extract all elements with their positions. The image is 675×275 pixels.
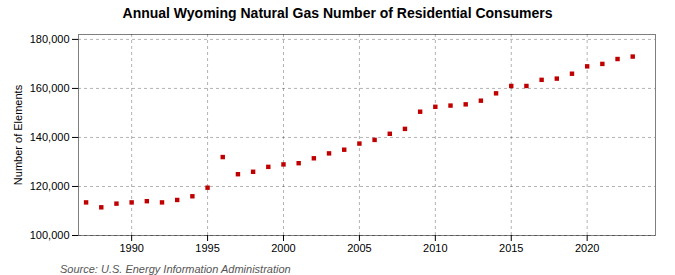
svg-text:2010: 2010 bbox=[423, 242, 447, 254]
svg-text:120,000: 120,000 bbox=[30, 180, 70, 192]
svg-text:Number of Elements: Number of Elements bbox=[12, 84, 24, 185]
svg-text:140,000: 140,000 bbox=[30, 131, 70, 143]
svg-text:180,000: 180,000 bbox=[30, 33, 70, 45]
svg-text:100,000: 100,000 bbox=[30, 229, 70, 241]
svg-text:1990: 1990 bbox=[119, 242, 143, 254]
html-text:Annual Wyoming Natural Gas Num: Annual Wyoming Natural Gas Number of Res… bbox=[122, 5, 553, 21]
svg-text:2000: 2000 bbox=[271, 242, 295, 254]
svg-text:2005: 2005 bbox=[347, 242, 371, 254]
svg-text:2020: 2020 bbox=[575, 242, 599, 254]
html-text:Source: U.S. Energy Informatio: Source: U.S. Energy Information Administ… bbox=[60, 263, 291, 275]
svg-text:160,000: 160,000 bbox=[30, 82, 70, 94]
svg-text:1995: 1995 bbox=[195, 242, 219, 254]
svg-text:2015: 2015 bbox=[499, 242, 523, 254]
